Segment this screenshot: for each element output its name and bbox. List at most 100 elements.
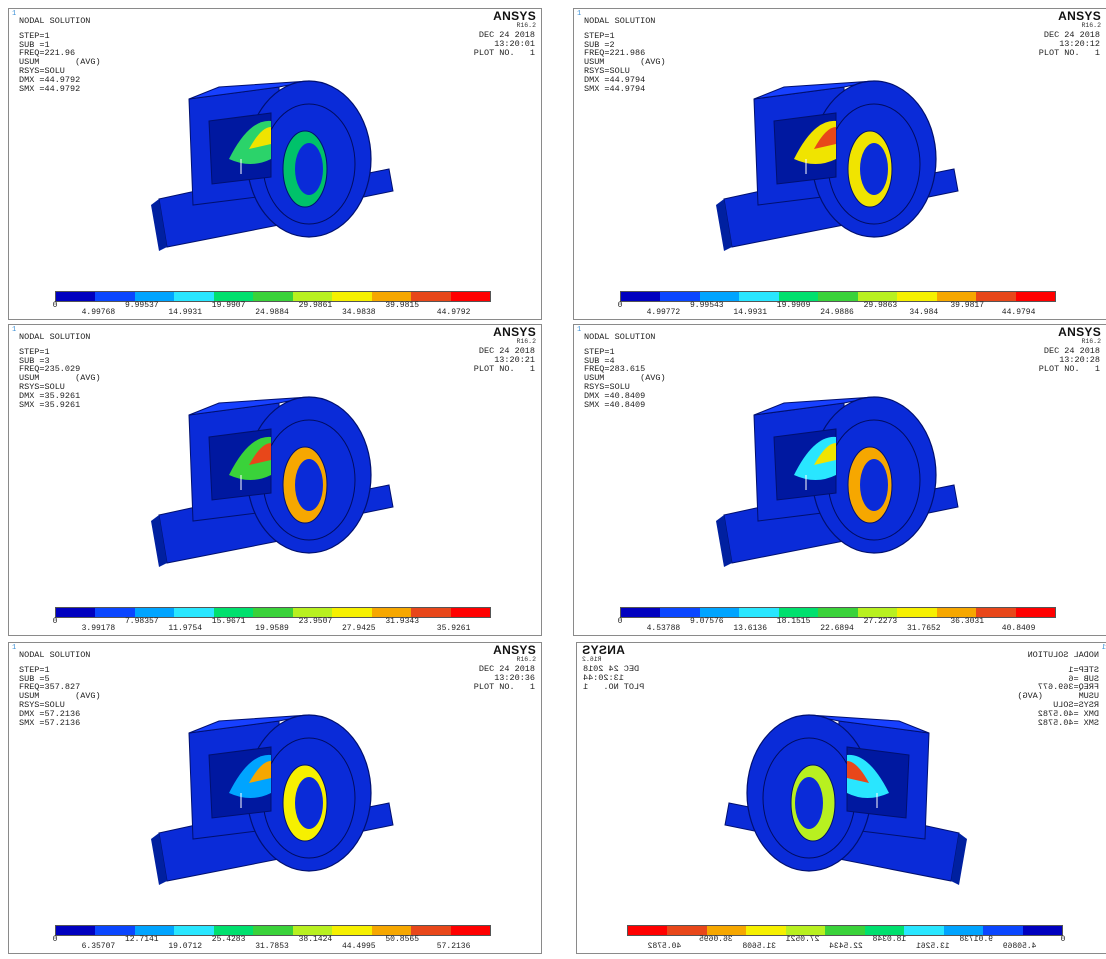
legend-swatch — [1015, 608, 1055, 617]
impeller-blade — [794, 120, 836, 164]
inlet-core — [295, 143, 323, 195]
result-panel: 1 NODAL SOLUTION STEP=1 SUB =3 FREQ=235.029 U… — [8, 324, 542, 636]
legend-value: 34.9838 — [341, 308, 376, 317]
legend-value: 57.2136 — [436, 942, 471, 951]
legend-value: 36.0695 — [699, 935, 733, 944]
legend-value: 0 — [52, 617, 58, 626]
legend-value: 39.9815 — [385, 301, 419, 310]
legend-swatch — [213, 926, 254, 935]
fan-housing-model — [716, 80, 959, 251]
time-label: 13:20:36 — [494, 672, 535, 683]
legend-swatch — [56, 608, 96, 617]
legend-swatch — [699, 292, 740, 301]
usum-label: USUM (AVG) — [584, 373, 666, 384]
legend-swatch — [371, 926, 412, 935]
legend-swatch — [253, 608, 293, 617]
plot-number: PLOT NO. 1 — [473, 363, 535, 374]
legend-value: 18.1515 — [776, 617, 811, 626]
legend-value: 11.9754 — [168, 624, 202, 633]
legend-swatch — [292, 292, 333, 301]
solution-title: NODAL SOLUTION — [584, 332, 656, 342]
base-rail — [716, 515, 732, 567]
usum-label: USUM (AVG) — [19, 57, 101, 68]
contour-legend — [627, 925, 1063, 936]
ansys-logo: ANSYS R16.2 — [1058, 326, 1101, 345]
inlet-core — [860, 143, 888, 195]
freq-label: FREQ=283.615 — [584, 364, 646, 375]
impeller-hotspot — [249, 127, 271, 149]
rsys-label: RSYS=SOLU — [584, 381, 630, 392]
legend-value: 0 — [52, 935, 58, 944]
legend-value: 4.53788 — [646, 624, 681, 633]
sub-label: SUB =1 — [19, 39, 50, 50]
freq-label: FREQ=221.96 — [19, 48, 76, 59]
release-label: R16.2 — [1081, 338, 1101, 345]
impeller-blade — [229, 120, 271, 164]
contour-legend — [55, 925, 491, 936]
window-number: 1 — [12, 326, 17, 334]
legend-swatch — [174, 608, 214, 617]
legend-swatch — [292, 926, 333, 935]
legend-value: 6.35707 — [81, 942, 116, 951]
result-panel: 1 NODAL SOLUTION STEP=1 SUB =6 FREQ=369.677 U… — [576, 642, 1106, 954]
legend-value: 4.99772 — [646, 308, 681, 317]
brand-label: ANSYS — [493, 643, 536, 657]
date-label: DEC 24 2018 — [1043, 346, 1100, 356]
legend-value: 9.99543 — [689, 301, 724, 310]
legend-swatch — [213, 292, 254, 301]
legend-value: 29.9863 — [863, 301, 898, 310]
legend-value: 29.9861 — [298, 301, 333, 310]
legend-swatch — [936, 608, 977, 617]
legend-value: 40.5782 — [647, 942, 682, 951]
legend-swatch — [660, 608, 700, 617]
legend-swatch — [778, 292, 819, 301]
legend-value: 19.9589 — [255, 624, 289, 633]
solution-title: NODAL SOLUTION — [19, 16, 91, 26]
usum-label: USUM (AVG) — [19, 691, 101, 702]
legend-value: 4.99768 — [81, 308, 116, 317]
smx-label: SMX =57.2136 — [19, 717, 81, 728]
legend-swatch — [95, 292, 135, 301]
date-label: DEC 24 2018 — [478, 346, 535, 356]
impeller-hotspot — [814, 127, 836, 149]
legend-value: 3.99178 — [81, 624, 116, 633]
legend-swatch — [253, 292, 293, 301]
legend-swatch — [976, 292, 1016, 301]
solution-info: NODAL SOLUTION STEP=1 SUB =4 FREQ=283.615 US… — [584, 333, 666, 409]
legend-value: 23.9507 — [298, 617, 333, 626]
legend-value: 9.07576 — [689, 617, 724, 626]
legend-value: 25.4283 — [211, 935, 246, 944]
contour-legend — [620, 291, 1056, 302]
base-rail — [151, 833, 167, 885]
smx-label: SMX =35.9261 — [19, 399, 81, 410]
step-label: STEP=1 — [19, 30, 50, 41]
rsys-label: RSYS=SOLU — [584, 65, 630, 76]
legend-value: 9.99537 — [124, 301, 159, 310]
legend-swatch — [746, 926, 786, 935]
legend-value: 27.0521 — [785, 935, 820, 944]
date-block: DEC 24 2018 13:20:12 PLOT NO. 1 — [1039, 31, 1100, 57]
contour-legend — [55, 291, 491, 302]
legend-swatch — [818, 608, 858, 617]
impeller-hotspot — [814, 443, 836, 465]
legend-swatch — [897, 608, 937, 617]
legend-swatch — [785, 926, 826, 935]
legend-swatch — [134, 926, 175, 935]
plot-number: PLOT NO. 1 — [473, 681, 535, 692]
legend-swatch — [95, 608, 135, 617]
legend-swatch — [174, 926, 214, 935]
date-label: DEC 24 2018 — [478, 30, 535, 40]
smx-label: SMX =40.8409 — [584, 399, 646, 410]
legend-value: 0 — [617, 301, 623, 310]
legend-swatch — [621, 608, 661, 617]
legend-value: 22.5434 — [829, 942, 863, 951]
legend-value: 19.0712 — [168, 942, 202, 951]
legend-value: 44.9794 — [1001, 308, 1036, 317]
legend-swatch — [1015, 292, 1055, 301]
legend-value: 50.8565 — [385, 935, 419, 944]
impeller-blade — [229, 754, 271, 798]
legend-swatch — [411, 926, 451, 935]
rsys-label: RSYS=SOLU — [19, 381, 65, 392]
plot-number: PLOT NO. 1 — [1038, 363, 1100, 374]
rsys-label: RSYS=SOLU — [19, 699, 65, 710]
